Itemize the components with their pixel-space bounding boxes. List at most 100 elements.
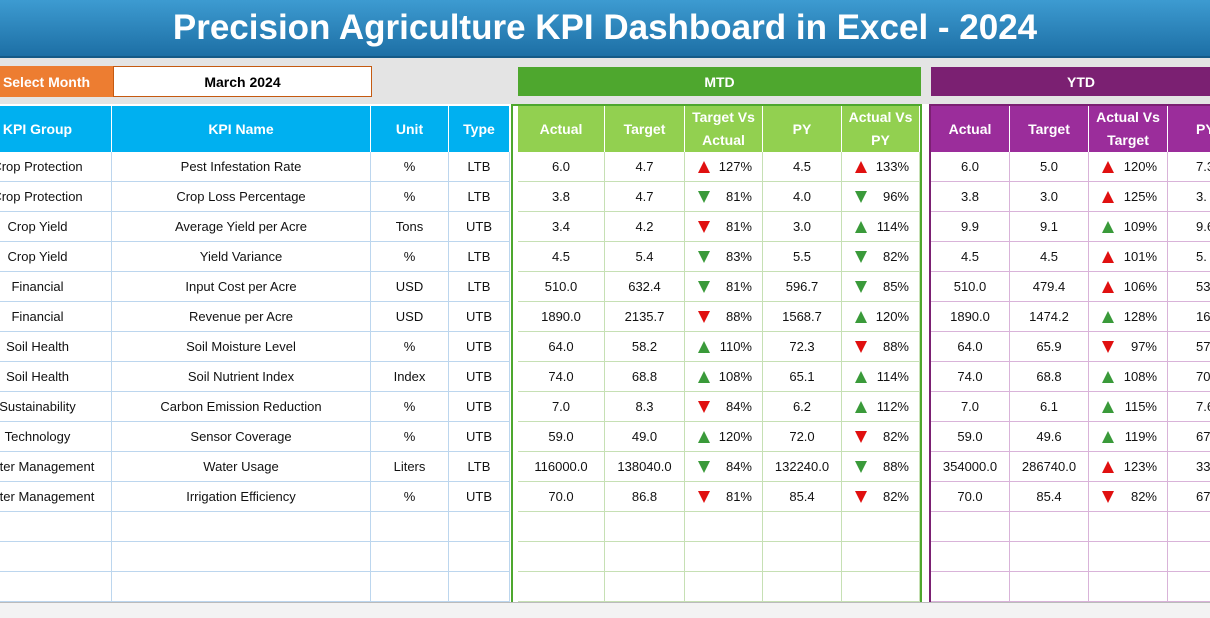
empty-cell <box>0 512 112 542</box>
percent-text: 127% <box>718 159 752 174</box>
column-header: KPI Group <box>0 106 112 152</box>
table-cell: 6.2 <box>763 392 842 422</box>
empty-cell <box>685 542 763 572</box>
percent-cell: 119% <box>1089 422 1168 452</box>
percent-text: 119% <box>1124 429 1157 444</box>
table-cell: 85.4 <box>1010 482 1089 512</box>
table-cell: 5. <box>1168 242 1210 272</box>
table-cell: 510.0 <box>518 272 605 302</box>
table-cell: UTB <box>449 422 510 452</box>
arrow-down <box>698 401 710 413</box>
arrow-shape <box>1102 431 1114 443</box>
empty-cell <box>685 572 763 602</box>
table-cell: 1890.0 <box>518 302 605 332</box>
table-cell: 70.0 <box>931 482 1010 512</box>
column-header: PY <box>1168 106 1210 152</box>
table-cell: 86.8 <box>605 482 685 512</box>
table-cell: 9.9 <box>931 212 1010 242</box>
empty-cell <box>763 512 842 542</box>
table-cell: 596.7 <box>763 272 842 302</box>
column-header: KPI Name <box>112 106 371 152</box>
table-cell: 3. <box>1168 182 1210 212</box>
empty-cell <box>605 512 685 542</box>
percent-text: 123% <box>1123 459 1157 474</box>
table-cell: Tons <box>371 212 449 242</box>
empty-cell <box>842 572 920 602</box>
arrow-shape <box>1102 221 1114 233</box>
table-cell: Crop Protection <box>0 182 112 212</box>
column-header: Actual Vs PY <box>842 106 920 152</box>
empty-cell <box>518 512 605 542</box>
table-cell: 3.8 <box>931 182 1010 212</box>
percent-cell: 88% <box>685 302 763 332</box>
empty-cell <box>449 512 510 542</box>
table-cell: 3.0 <box>1010 182 1089 212</box>
percent-text: 108% <box>718 369 752 384</box>
arrow-shape <box>698 281 710 293</box>
empty-cell <box>1010 572 1089 602</box>
table-cell: 67. <box>1168 422 1210 452</box>
table-cell: 286740.0 <box>1010 452 1089 482</box>
arrow-shape <box>698 311 710 323</box>
arrow-shape <box>1102 251 1114 263</box>
table-cell: Soil Moisture Level <box>112 332 371 362</box>
table-cell: 354000.0 <box>931 452 1010 482</box>
table-cell: 7.0 <box>518 392 605 422</box>
arrow-up <box>1102 221 1114 233</box>
table-cell: % <box>371 242 449 272</box>
table-cell: 4.5 <box>518 242 605 272</box>
table-cell: Sensor Coverage <box>112 422 371 452</box>
percent-text: 120% <box>718 429 752 444</box>
table-cell: % <box>371 182 449 212</box>
table-cell: 1474.2 <box>1010 302 1089 332</box>
arrow-down <box>855 251 867 263</box>
table-cell: 4.5 <box>1010 242 1089 272</box>
column-header: Target <box>1010 106 1089 152</box>
percent-text: 82% <box>882 429 909 444</box>
table-cell: % <box>371 332 449 362</box>
arrow-up <box>698 371 710 383</box>
empty-cell <box>1010 512 1089 542</box>
table-cell: Yield Variance <box>112 242 371 272</box>
arrow-down <box>855 341 867 353</box>
percent-text: 83% <box>725 249 752 264</box>
arrow-up <box>1102 431 1114 443</box>
table-cell: 2135.7 <box>605 302 685 332</box>
empty-cell <box>1168 512 1210 542</box>
percent-cell: 82% <box>842 422 920 452</box>
percent-cell: 114% <box>842 362 920 392</box>
arrow-up <box>698 161 710 173</box>
empty-cell <box>763 572 842 602</box>
percent-text: 81% <box>725 189 752 204</box>
month-selector[interactable]: March 2024 <box>113 66 372 97</box>
ytd-banner: YTD <box>931 67 1210 96</box>
arrow-up <box>1102 311 1114 323</box>
table-cell: 7.3 <box>1168 152 1210 182</box>
column-header: Actual Vs Target <box>1089 106 1168 152</box>
arrow-shape <box>855 491 867 503</box>
arrow-up <box>855 221 867 233</box>
percent-text: 112% <box>876 399 909 414</box>
arrow-shape <box>1102 341 1114 353</box>
table-cell: LTB <box>449 242 510 272</box>
percent-cell: 81% <box>685 182 763 212</box>
percent-text: 82% <box>1130 489 1157 504</box>
column-header: Target <box>605 106 685 152</box>
table-cell: % <box>371 152 449 182</box>
table-cell: 535 <box>1168 272 1210 302</box>
percent-cell: 82% <box>842 242 920 272</box>
table-cell: 7.6 <box>1168 392 1210 422</box>
table-cell: Sustainability <box>0 392 112 422</box>
percent-text: 82% <box>882 489 909 504</box>
table-cell: % <box>371 422 449 452</box>
arrow-shape <box>855 161 867 173</box>
title: Precision Agriculture KPI Dashboard in E… <box>172 8 1038 47</box>
arrow-up <box>1102 281 1114 293</box>
table-cell: Soil Nutrient Index <box>112 362 371 392</box>
empty-cell <box>0 572 112 602</box>
table-cell: 4.0 <box>763 182 842 212</box>
table-cell: 5.5 <box>763 242 842 272</box>
column-header: Type <box>449 106 510 152</box>
arrow-shape <box>698 371 710 383</box>
table-cell: Crop Protection <box>0 152 112 182</box>
